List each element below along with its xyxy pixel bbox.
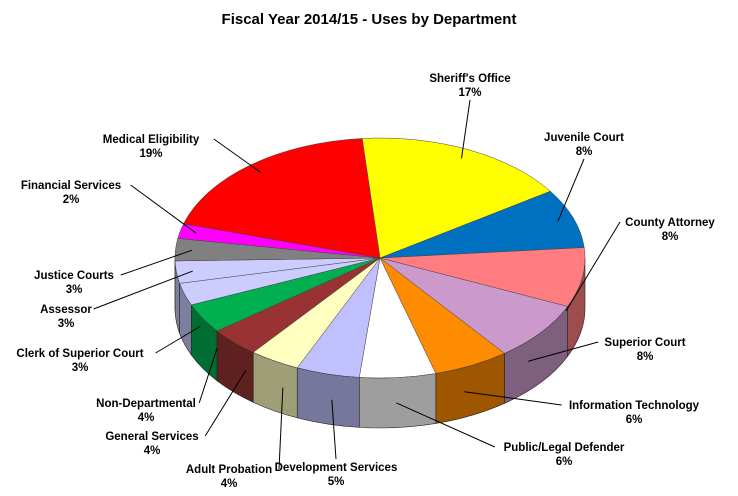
slice-percent: 6% (626, 414, 643, 426)
slice-name: Justice Courts (34, 270, 114, 282)
slice-label-juvenile-court: Juvenile Court 8% (544, 132, 624, 158)
slice-label-medical-eligibility: Medical Eligibility 19% (103, 134, 200, 160)
slice-name: Sheriff's Office (429, 73, 510, 85)
slice-label-public-legal-defender: Public/Legal Defender 6% (504, 442, 625, 468)
slice-percent: 4% (138, 412, 155, 424)
leader-line-juvenile-court (557, 158, 585, 222)
slice-label-financial-services: Financial Services 2% (21, 180, 121, 206)
slice-name: Clerk of Superior Court (16, 348, 143, 360)
chart-title: Fiscal Year 2014/15 - Uses by Department (222, 11, 517, 28)
leader-line-financial-services (130, 184, 197, 234)
leader-line-public-legal-defender (396, 402, 496, 448)
leader-line-development-services (331, 399, 337, 460)
leader-line-clerk-of-superior-court (155, 325, 201, 354)
slice-percent: 17% (458, 87, 481, 99)
slice-name: Superior Court (604, 337, 685, 349)
slice-label-justice-courts: Justice Courts 3% (34, 270, 114, 296)
slice-label-county-attorney: County Attorney 8% (625, 217, 715, 243)
leader-line-non-departmental (198, 348, 218, 404)
leader-line-adult-probation (278, 387, 284, 470)
slice-percent: 4% (221, 478, 238, 490)
slice-name: Development Services (275, 462, 398, 474)
leader-line-county-attorney (565, 221, 621, 312)
slice-percent: 2% (63, 194, 80, 206)
pie-slices (174, 137, 586, 379)
slice-percent: 3% (58, 318, 75, 330)
slice-label-information-technology: Information Technology 6% (569, 400, 700, 426)
slice-label-superior-court: Superior Court 8% (604, 337, 685, 363)
pie-slice-county-attorney (379, 247, 586, 307)
leader-line-superior-court (528, 341, 599, 362)
pie-slice-superior-court (379, 257, 568, 354)
pie-slice-juvenile-court (379, 190, 585, 259)
slice-labels: Sheriff's Office 17%Juvenile Court 8%Count… (16, 73, 715, 490)
slice-name: Financial Services (21, 180, 121, 192)
slice-percent: 3% (72, 362, 89, 374)
leader-line-sheriff-s-office (460, 99, 471, 159)
slice-name: Non-Departmental (96, 398, 196, 410)
slice-percent: 4% (144, 445, 161, 457)
leader-line-medical-eligibility (213, 138, 262, 173)
slice-name: County Attorney (625, 217, 715, 229)
slice-percent: 8% (637, 351, 654, 363)
leader-lines (93, 99, 621, 470)
slice-label-general-services: General Services 4% (105, 431, 198, 457)
pie-sides (174, 257, 586, 429)
slice-label-sheriff-s-office: Sheriff's Office 17% (429, 73, 510, 99)
slice-label-adult-probation: Adult Probation 4% (186, 464, 272, 490)
pie-side-public-legal-defender (358, 373, 437, 429)
slice-name: Assessor (40, 304, 92, 316)
slice-name: General Services (105, 431, 198, 443)
slice-label-non-departmental: Non-Departmental 4% (96, 398, 196, 424)
leader-line-general-services (204, 370, 247, 437)
slice-percent: 19% (139, 148, 162, 160)
slice-label-assessor: Assessor 3% (40, 304, 92, 330)
slice-label-development-services: Development Services 5% (275, 462, 398, 488)
leader-line-information-technology (464, 391, 562, 406)
slice-percent: 5% (328, 476, 345, 488)
slice-name: Public/Legal Defender (504, 442, 625, 454)
slice-name: Juvenile Court (544, 132, 624, 144)
pie-slice-sheriff-s-office (361, 137, 551, 259)
slice-percent: 8% (662, 231, 679, 243)
leader-line-assessor (93, 270, 193, 310)
leader-line-justice-courts (120, 249, 193, 276)
slice-percent: 6% (556, 456, 573, 468)
slice-percent: 3% (66, 284, 83, 296)
slice-label-clerk-of-superior-court: Clerk of Superior Court 3% (16, 348, 143, 374)
slice-name: Information Technology (569, 400, 700, 412)
slice-percent: 8% (576, 146, 593, 158)
slice-name: Adult Probation (186, 464, 272, 476)
slice-name: Medical Eligibility (103, 134, 200, 146)
